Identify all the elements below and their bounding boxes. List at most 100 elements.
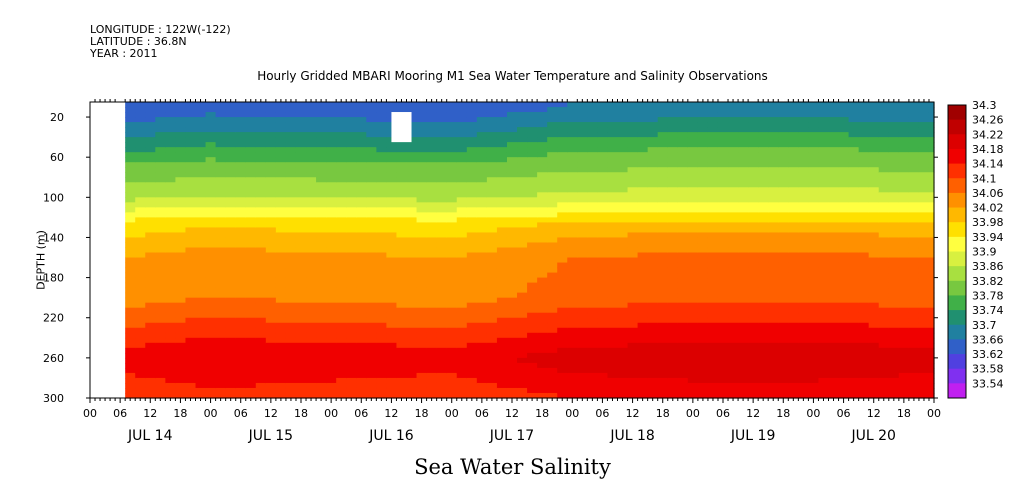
heatmap-cell: [888, 187, 900, 193]
heatmap-cell: [135, 157, 146, 163]
heatmap-cell: [376, 252, 388, 259]
heatmap-cell: [185, 147, 197, 153]
heatmap-cell: [838, 357, 850, 364]
heatmap-cell: [366, 207, 377, 213]
heatmap-cell: [748, 222, 759, 229]
heatmap-cell: [537, 242, 548, 249]
heatmap-cell: [537, 302, 548, 309]
heatmap-cell: [255, 277, 267, 284]
x-tick-label: 06: [113, 407, 127, 420]
heatmap-cell: [476, 247, 488, 254]
heatmap-cell: [326, 102, 337, 108]
heatmap-cell: [195, 102, 207, 108]
heatmap-cell: [788, 387, 799, 394]
heatmap-cell: [225, 357, 237, 364]
heatmap-cell: [848, 227, 860, 234]
heatmap-cell: [657, 387, 669, 394]
heatmap-cell: [125, 172, 136, 178]
heatmap-cell: [496, 247, 508, 254]
heatmap-cell: [908, 112, 920, 118]
heatmap-cell: [386, 347, 398, 354]
heatmap-cell: [356, 167, 367, 173]
heatmap-cell: [285, 242, 297, 249]
heatmap-cell: [838, 367, 850, 374]
heatmap-cell: [868, 327, 880, 334]
heatmap-cell: [908, 137, 920, 143]
heatmap-cell: [316, 332, 327, 339]
heatmap-cell: [235, 182, 247, 188]
heatmap-cell: [778, 182, 789, 188]
heatmap-cell: [677, 257, 689, 264]
heatmap-cell: [486, 107, 498, 113]
heatmap-cell: [607, 232, 619, 239]
heatmap-cell: [205, 272, 217, 279]
heatmap-cell: [496, 282, 508, 289]
heatmap-cell: [295, 322, 307, 329]
heatmap-cell: [295, 172, 307, 178]
heatmap-cell: [888, 247, 900, 254]
heatmap-cell: [848, 302, 860, 309]
heatmap-cell: [306, 352, 317, 359]
heatmap-cell: [346, 257, 357, 264]
heatmap-cell: [717, 167, 729, 173]
heatmap-cell: [517, 217, 528, 224]
heatmap-cell: [145, 267, 156, 274]
heatmap-cell: [155, 287, 166, 294]
heatmap-cell: [928, 137, 935, 143]
heatmap-cell: [165, 132, 177, 138]
heatmap-cell: [808, 172, 820, 178]
heatmap-cell: [466, 272, 478, 279]
heatmap-cell: [527, 217, 538, 224]
heatmap-cell: [577, 172, 588, 178]
heatmap-cell: [677, 347, 689, 354]
heatmap-cell: [828, 337, 840, 344]
heatmap-cell: [597, 282, 609, 289]
heatmap-cell: [878, 347, 890, 354]
heatmap-cell: [346, 187, 357, 193]
heatmap-cell: [908, 247, 920, 254]
heatmap-cell: [165, 277, 177, 284]
heatmap-cell: [587, 247, 599, 254]
heatmap-cell: [928, 232, 935, 239]
heatmap-cell: [326, 337, 337, 344]
heatmap-cell: [356, 292, 367, 299]
heatmap-cell: [798, 157, 810, 163]
heatmap-cell: [215, 387, 227, 394]
heatmap-cell: [567, 232, 578, 239]
heatmap-cell: [918, 327, 930, 334]
heatmap-cell: [667, 352, 679, 359]
heatmap-cell: [697, 247, 709, 254]
heatmap-cell: [878, 212, 890, 218]
heatmap-cell: [918, 302, 930, 309]
heatmap-cell: [326, 192, 337, 198]
heatmap-cell: [627, 217, 639, 224]
heatmap-cell: [527, 147, 538, 153]
heatmap-cell: [316, 212, 327, 218]
heatmap-cell: [908, 127, 920, 133]
heatmap-cell: [205, 297, 217, 304]
heatmap-cell: [798, 142, 810, 148]
heatmap-cell: [738, 362, 749, 369]
heatmap-cell: [316, 392, 327, 399]
heatmap-cell: [225, 297, 237, 304]
heatmap-cell: [868, 272, 880, 279]
heatmap-cell: [195, 302, 207, 309]
heatmap-cell: [326, 172, 337, 178]
heatmap-cell: [306, 202, 317, 208]
heatmap-cell: [306, 117, 317, 123]
heatmap-cell: [235, 377, 247, 384]
heatmap-cell: [728, 212, 739, 218]
heatmap-cell: [456, 347, 468, 354]
heatmap-cell: [366, 132, 377, 138]
heatmap-cell: [436, 187, 448, 193]
heatmap-cell: [366, 157, 377, 163]
heatmap-cell: [235, 207, 247, 213]
heatmap-cell: [647, 162, 659, 168]
heatmap-cell: [647, 302, 659, 309]
heatmap-cell: [476, 322, 488, 329]
heatmap-cell: [376, 377, 388, 384]
heatmap-cell: [918, 112, 930, 118]
heatmap-cell: [446, 322, 458, 329]
heatmap-cell: [828, 217, 840, 224]
heatmap-cell: [165, 292, 177, 299]
